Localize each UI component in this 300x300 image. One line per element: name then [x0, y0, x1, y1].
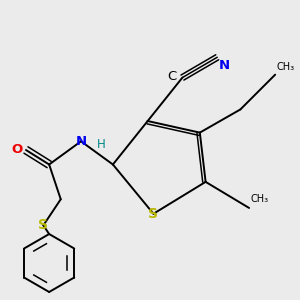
Text: N: N: [76, 135, 87, 148]
Text: O: O: [12, 143, 23, 157]
Text: CH₃: CH₃: [250, 194, 269, 204]
Text: N: N: [219, 59, 230, 72]
Text: H: H: [97, 138, 106, 151]
Text: S: S: [148, 207, 158, 221]
Text: S: S: [38, 218, 48, 232]
Text: CH₃: CH₃: [277, 62, 295, 72]
Text: C: C: [167, 70, 176, 83]
